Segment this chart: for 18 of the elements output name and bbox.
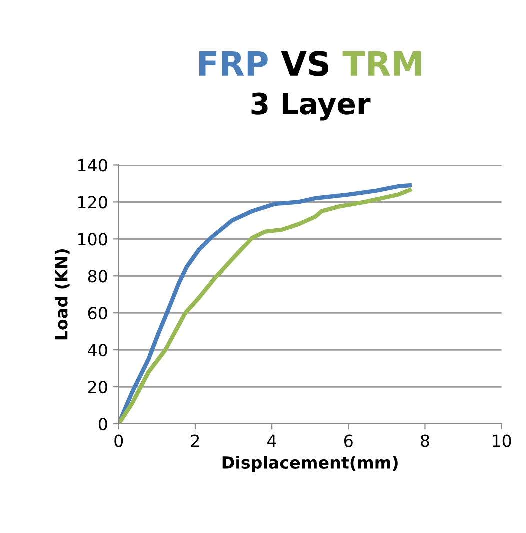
y-tick-label: 120 <box>78 196 108 209</box>
x-axis-title: Displacement(mm) <box>222 456 398 472</box>
y-tick-label: 60 <box>88 307 108 320</box>
y-axis-title: Load (KN) <box>54 249 70 340</box>
y-tick-label: 100 <box>78 233 108 246</box>
chart-subtitle: 3 Layer <box>252 92 371 121</box>
x-tick-label: 6 <box>344 434 353 448</box>
chart-title: FRP VS TRM <box>199 51 422 76</box>
x-tick-label: 2 <box>191 434 200 448</box>
x-tick-label: 10 <box>493 434 512 448</box>
x-tick-label: 0 <box>114 434 124 448</box>
x-tick-label: 8 <box>421 434 430 448</box>
y-tick-label: 20 <box>88 380 108 394</box>
y-tick-label: 40 <box>88 344 108 357</box>
x-tick-label: 4 <box>268 434 276 448</box>
y-tick-label: 80 <box>88 270 108 283</box>
y-tick-label: 140 <box>78 159 108 172</box>
y-tick-label: 0 <box>98 418 108 431</box>
